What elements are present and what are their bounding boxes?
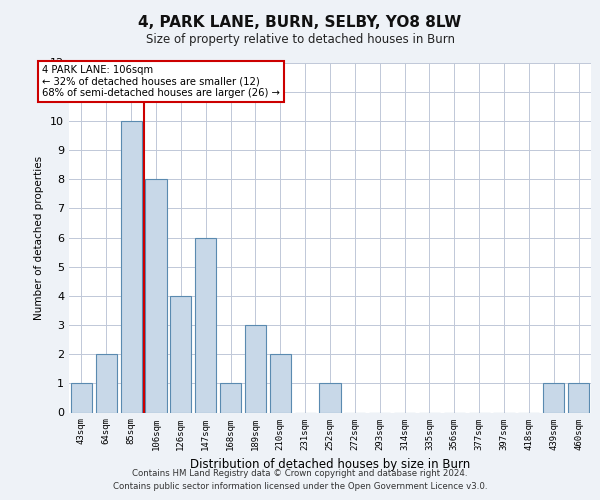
Text: Contains public sector information licensed under the Open Government Licence v3: Contains public sector information licen…	[113, 482, 487, 491]
Bar	[170, 296, 191, 412]
Text: Size of property relative to detached houses in Burn: Size of property relative to detached ho…	[146, 32, 455, 46]
Bar	[220, 384, 241, 412]
Text: Contains HM Land Registry data © Crown copyright and database right 2024.: Contains HM Land Registry data © Crown c…	[132, 468, 468, 477]
Bar	[270, 354, 291, 412]
X-axis label: Distribution of detached houses by size in Burn: Distribution of detached houses by size …	[190, 458, 470, 471]
Bar	[568, 384, 589, 412]
Bar	[543, 384, 564, 412]
Bar	[96, 354, 117, 412]
Bar	[145, 179, 167, 412]
Y-axis label: Number of detached properties: Number of detached properties	[34, 156, 44, 320]
Bar	[71, 384, 92, 412]
Bar	[319, 384, 341, 412]
Text: 4 PARK LANE: 106sqm
← 32% of detached houses are smaller (12)
68% of semi-detach: 4 PARK LANE: 106sqm ← 32% of detached ho…	[42, 65, 280, 98]
Bar	[121, 121, 142, 412]
Bar	[195, 238, 216, 412]
Text: 4, PARK LANE, BURN, SELBY, YO8 8LW: 4, PARK LANE, BURN, SELBY, YO8 8LW	[139, 15, 461, 30]
Bar	[245, 325, 266, 412]
